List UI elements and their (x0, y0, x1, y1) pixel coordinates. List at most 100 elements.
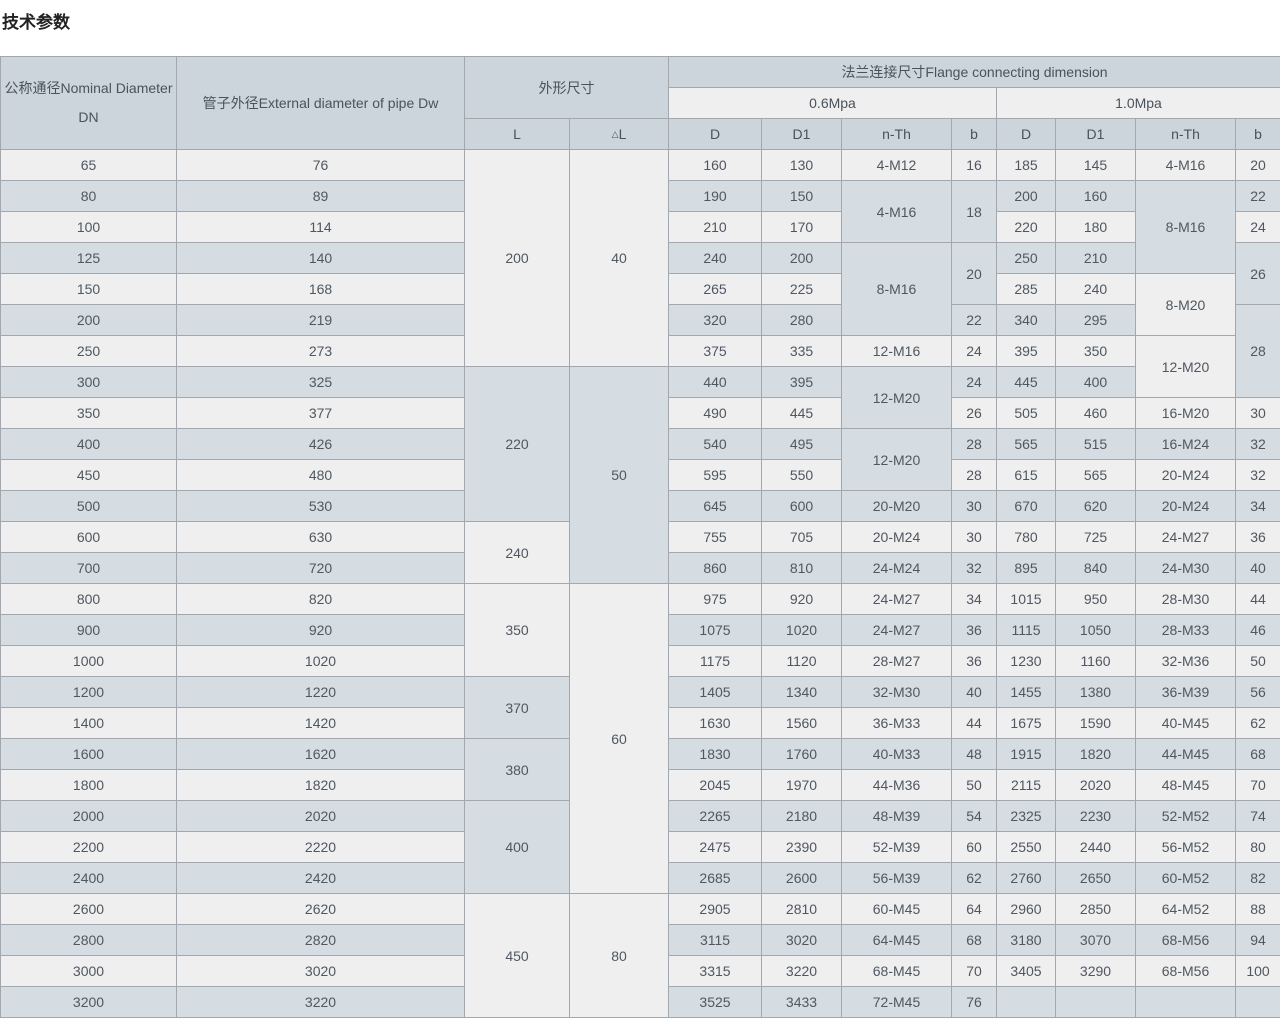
table-cell: 60 (951, 831, 997, 863)
table-row: 3200 3220 3525 3433 72-M45 76 (0, 986, 1280, 1018)
table-cell: 445 (996, 366, 1056, 398)
table-cell: 140 (176, 242, 465, 274)
table-cell: 24 (951, 366, 997, 398)
table-cell: 40 (1235, 552, 1280, 584)
col-header-D-10: D (996, 118, 1056, 150)
table-cell: 40-M33 (841, 738, 952, 770)
table-cell (1055, 986, 1136, 1018)
table-cell: 65 (0, 149, 177, 181)
table-cell: 920 (176, 614, 465, 646)
table-cell: 8-M16 (1135, 180, 1236, 274)
table-cell: 1620 (176, 738, 465, 770)
table-cell: 68-M56 (1135, 955, 1236, 987)
table-cell: 16 (951, 149, 997, 181)
table-cell: 50 (1235, 645, 1280, 677)
table-cell: 60 (569, 583, 669, 894)
table-cell: 80 (569, 893, 669, 1018)
col-header-b-06: b (951, 118, 997, 150)
table-cell: 920 (761, 583, 842, 615)
table-cell: 2045 (668, 769, 762, 801)
table-cell: 20-M20 (841, 490, 952, 522)
table-cell: 3525 (668, 986, 762, 1018)
table-cell: 32 (1235, 459, 1280, 491)
table-cell: 20-M24 (1135, 459, 1236, 491)
table-cell: 515 (1055, 428, 1136, 460)
table-cell: 1230 (996, 645, 1056, 677)
table-cell: 88 (1235, 893, 1280, 925)
table-cell: 1830 (668, 738, 762, 770)
table-cell: 1675 (996, 707, 1056, 739)
table-cell: 24-M27 (841, 583, 952, 615)
table-cell: 12-M20 (841, 366, 952, 429)
table-cell: 595 (668, 459, 762, 491)
table-cell: 950 (1055, 583, 1136, 615)
table-cell: 70 (951, 955, 997, 987)
table-cell: 34 (951, 583, 997, 615)
table-cell: 2600 (0, 893, 177, 925)
table-cell: 273 (176, 335, 465, 367)
table-cell: 1200 (0, 676, 177, 708)
table-cell: 600 (761, 490, 842, 522)
table-cell: 80 (1235, 831, 1280, 863)
table-cell: 2265 (668, 800, 762, 832)
table-cell: 82 (1235, 862, 1280, 894)
table-cell: 780 (996, 521, 1056, 553)
table-cell: 3000 (0, 955, 177, 987)
col-header-10mpa: 1.0Mpa (996, 87, 1280, 119)
col-header-outline-size: 外形尺寸 (464, 56, 669, 119)
col-header-D-06: D (668, 118, 762, 150)
table-cell: 565 (996, 428, 1056, 460)
table-cell: 32 (951, 552, 997, 584)
table-cell: 2000 (0, 800, 177, 832)
table-cell: 180 (1055, 211, 1136, 243)
table-cell: 50 (951, 769, 997, 801)
table-cell: 895 (996, 552, 1056, 584)
table-cell: 48-M39 (841, 800, 952, 832)
table-cell: 1020 (176, 645, 465, 677)
table-cell: 28-M30 (1135, 583, 1236, 615)
table-cell: 100 (1235, 955, 1280, 987)
table-cell: 64-M45 (841, 924, 952, 956)
table-cell: 840 (1055, 552, 1136, 584)
table-cell: 2115 (996, 769, 1056, 801)
table-cell: 620 (1055, 490, 1136, 522)
table-cell: 200 (996, 180, 1056, 212)
table-cell: 34 (1235, 490, 1280, 522)
table-cell: 44 (951, 707, 997, 739)
delta-L-letter: L (618, 126, 627, 142)
table-cell: 2020 (1055, 769, 1136, 801)
table-cell: 320 (668, 304, 762, 336)
table-cell: 1000 (0, 645, 177, 677)
table-cell: 490 (668, 397, 762, 429)
table-cell: 2230 (1055, 800, 1136, 832)
table-cell: 40-M45 (1135, 707, 1236, 739)
table-cell: 440 (668, 366, 762, 398)
table-cell: 380 (464, 738, 570, 801)
table-cell: 56-M39 (841, 862, 952, 894)
table-cell: 2650 (1055, 862, 1136, 894)
table-cell: 285 (996, 273, 1056, 305)
table-cell: 3405 (996, 955, 1056, 987)
table-cell: 200 (0, 304, 177, 336)
table-row: 80 89 190 150 4-M16 18 200 160 8-M16 22 (0, 180, 1280, 274)
table-row: 700 720 860 810 24-M24 32 895 840 24-M30 40 (0, 552, 1280, 584)
table-cell: 2800 (0, 924, 177, 956)
table-cell: 210 (1055, 242, 1136, 274)
table-cell: 250 (996, 242, 1056, 274)
table-cell: 24-M27 (1135, 521, 1236, 553)
table-cell: 20 (1235, 149, 1280, 181)
table-cell: 52-M52 (1135, 800, 1236, 832)
table-cell: 2180 (761, 800, 842, 832)
table-cell: 600 (0, 521, 177, 553)
table-cell: 2620 (176, 893, 465, 925)
table-cell: 670 (996, 490, 1056, 522)
table-cell: 26 (951, 397, 997, 429)
table-cell: 36 (951, 614, 997, 646)
table-row: 1000 1020 1175 1120 28-M27 36 1230 1160 32-M36 50 (0, 645, 1280, 677)
table-cell: 185 (996, 149, 1056, 181)
table-row: 300 325 220 50 440 395 12-M20 24 445 400 (0, 366, 1280, 584)
col-header-delta-L: △L (569, 118, 669, 150)
table-cell: 76 (176, 149, 465, 181)
table-cell: 68 (1235, 738, 1280, 770)
table-cell: 3220 (176, 986, 465, 1018)
